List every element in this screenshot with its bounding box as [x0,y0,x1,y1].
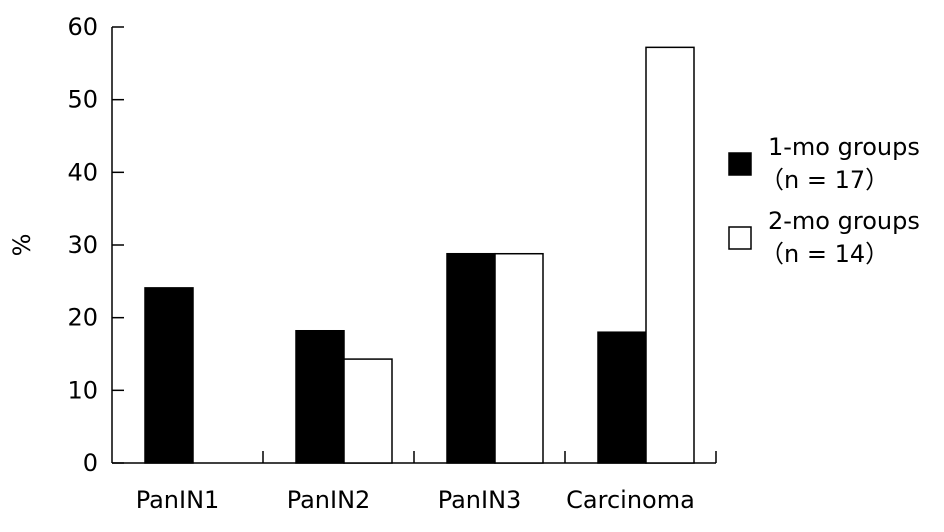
legend-sample-size: （n = 14） [760,240,889,268]
bar-series2-panin3 [494,252,544,464]
x-category-label: PanIN2 [287,486,371,514]
y-tick-label: 10 [67,376,98,404]
x-category-label: PanIN3 [438,486,522,514]
x-category-label: Carcinoma [566,486,695,514]
legend: 1-mo groups （n = 17） 2-mo groups （n = 14） [728,133,920,268]
bars [144,46,695,464]
legend-swatch [728,152,752,176]
y-tick-label: 60 [67,13,98,41]
bar-series1-panin1 [144,287,194,464]
y-tick-label: 30 [67,231,98,259]
bar-series1-carcinoma [597,331,647,464]
y-tick-label: 50 [67,86,98,114]
y-tick-label: 20 [67,304,98,332]
bar-series2-carcinoma [645,46,695,464]
legend-label: 1-mo groups [768,133,920,161]
y-axis-label: % [8,234,36,257]
legend-swatch [728,226,752,250]
y-tick-label: 40 [67,158,98,186]
x-axis: PanIN1 PanIN2 PanIN3 Carcinoma [112,451,717,514]
bar-series1-panin2 [295,329,345,464]
x-category-label: PanIN1 [136,486,220,514]
y-axis: 0 10 20 30 40 50 60 [67,13,124,477]
legend-label: 2-mo groups [768,207,920,235]
bar-series2-panin2 [343,358,393,464]
bar-series1-panin3 [446,252,496,464]
legend-sample-size: （n = 17） [760,166,889,194]
y-tick-label: 0 [83,449,98,477]
